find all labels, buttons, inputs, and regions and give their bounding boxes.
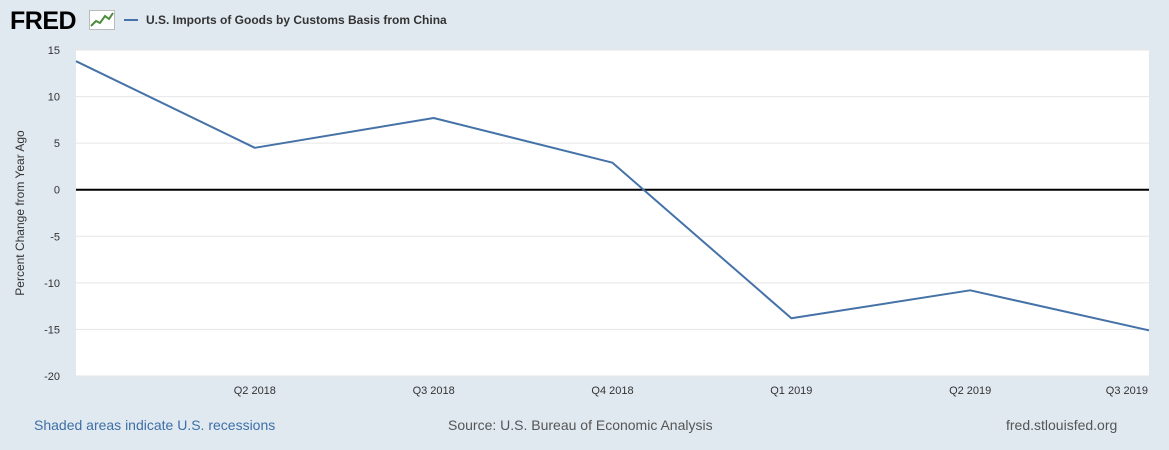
data-point[interactable] [610, 160, 616, 166]
legend-swatch [124, 19, 138, 21]
source-text: Source: U.S. Bureau of Economic Analysis [448, 417, 713, 433]
x-tick-label: Q3 2018 [413, 385, 455, 397]
x-tick-label: Q1 2019 [770, 385, 812, 397]
y-tick-label: 10 [48, 92, 60, 104]
fred-logo[interactable]: FRED [10, 7, 77, 35]
legend-series-label[interactable]: U.S. Imports of Goods by Customs Basis f… [146, 13, 447, 27]
data-point[interactable] [1146, 327, 1152, 333]
x-tick-label: Q2 2019 [949, 385, 991, 397]
series-line[interactable] [75, 60, 1150, 332]
y-tick-label: -20 [44, 371, 60, 383]
y-tick-label: 5 [54, 138, 60, 150]
site-url[interactable]: fred.stlouisfed.org [1006, 417, 1118, 433]
y-tick-label: 15 [48, 45, 60, 57]
y-axis-ticks: 15 10 5 0 -5 -10 -15 -20 [44, 45, 60, 383]
x-tick-label: Q3 2019 [1106, 385, 1148, 397]
grid-lines [76, 49, 1149, 377]
x-tick-label: Q4 2018 [591, 385, 633, 397]
y-tick-label: 0 [54, 185, 60, 197]
y-tick-label: -10 [44, 278, 60, 290]
plot-area [76, 50, 1149, 376]
data-point[interactable] [252, 145, 258, 151]
line-chart-icon [89, 10, 115, 30]
data-point[interactable] [431, 115, 437, 121]
footer: Shaded areas indicate U.S. recessions So… [0, 412, 1169, 438]
data-point[interactable] [788, 315, 794, 321]
x-tick-label: Q2 2018 [234, 385, 276, 397]
y-axis-label: Percent Change from Year Ago [13, 130, 27, 296]
y-tick-label: -15 [44, 324, 60, 336]
series-group [73, 58, 1152, 333]
y-tick-label: -5 [50, 231, 60, 243]
legend: U.S. Imports of Goods by Customs Basis f… [124, 12, 447, 28]
data-point[interactable] [967, 287, 973, 293]
chart-header: FRED U.S. Imports of Goods by Customs Ba… [0, 0, 1169, 40]
x-axis-ticks: Q2 2018 Q3 2018 Q4 2018 Q1 2019 Q2 2019 Q3 20… [234, 385, 1148, 397]
data-point[interactable] [73, 58, 79, 64]
recessions-note-link[interactable]: Shaded areas indicate U.S. recessions [34, 417, 276, 433]
